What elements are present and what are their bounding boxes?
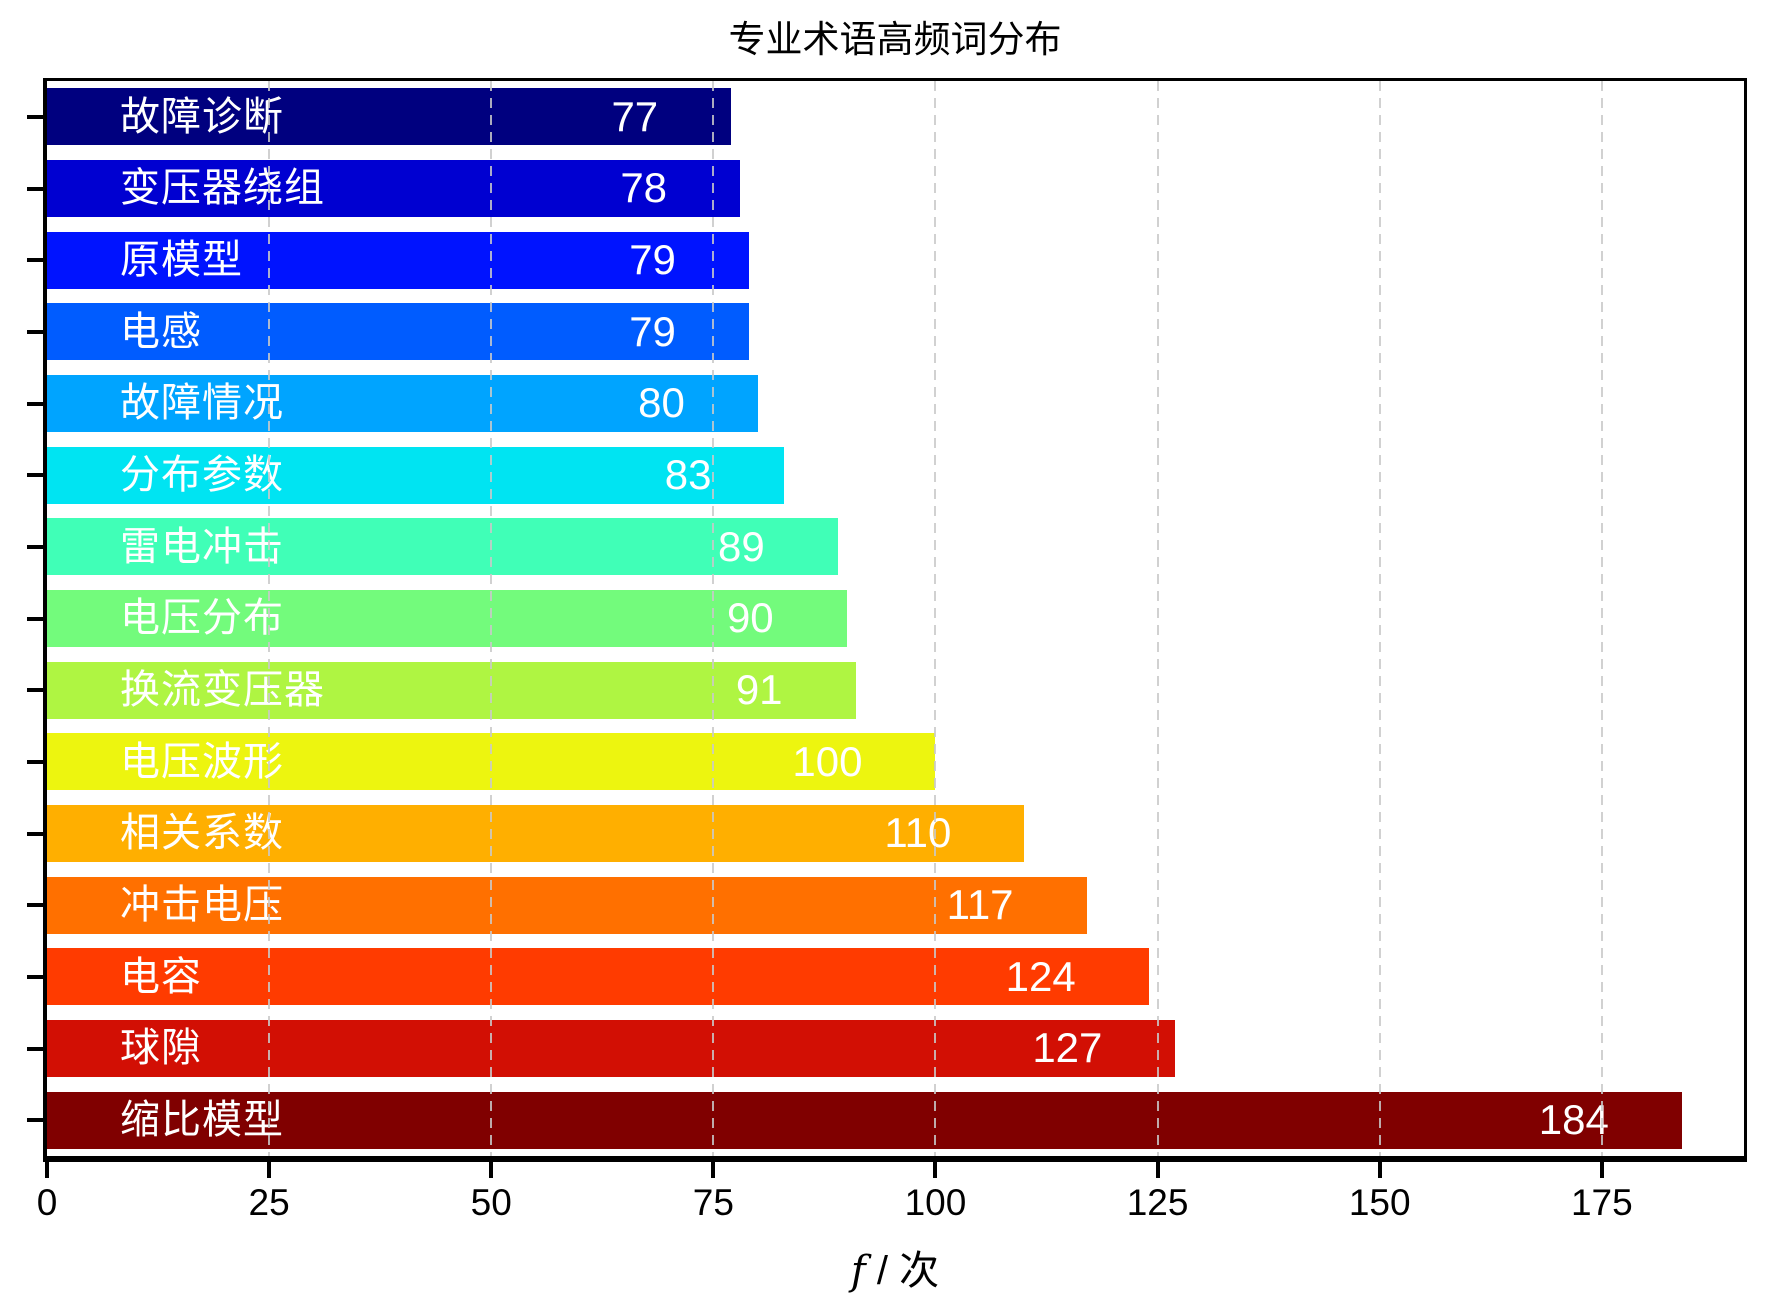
y-axis-tick (27, 688, 43, 693)
bar-value-label: 117 (946, 881, 1014, 929)
bar-category-label: 冲击电压 (119, 883, 284, 928)
y-axis-tick (27, 258, 43, 263)
y-axis-tick (27, 186, 43, 191)
y-axis-tick (27, 329, 43, 334)
bar-category-label: 变压器绕组 (119, 166, 325, 211)
bar-value-label: 110 (884, 809, 952, 857)
bar-category-label: 故障情况 (119, 381, 284, 426)
bar-value-label: 79 (629, 236, 676, 284)
bar-category-label: 相关系数 (119, 811, 284, 856)
gridline (934, 81, 937, 1156)
gridline (268, 81, 271, 1156)
x-axis-tick (489, 1162, 494, 1178)
bar: 电压分布 90 (47, 589, 847, 648)
y-axis-tick (27, 974, 43, 979)
bar-value-label: 90 (726, 594, 774, 642)
bar: 冲击电压 117 (47, 876, 1087, 934)
bar: 原模型 79 (47, 231, 749, 289)
x-axis-label-unit: 次 (899, 1249, 940, 1293)
bar: 雷电冲击 89 (47, 518, 838, 576)
y-axis-tick (27, 544, 43, 549)
gridline (490, 81, 493, 1156)
bar-category-label: 电感 (119, 309, 202, 354)
x-axis-tick-label: 50 (470, 1182, 512, 1223)
bar-value-label: 91 (735, 666, 783, 714)
bar-value-label: 77 (611, 92, 659, 140)
x-axis-tick-label: 100 (904, 1182, 967, 1223)
bar-value-label: 127 (1032, 1024, 1103, 1072)
y-axis-tick (27, 1046, 43, 1051)
x-axis-label-separator: / (865, 1249, 900, 1293)
bar-category-label: 分布参数 (119, 453, 284, 498)
y-axis-tick (27, 831, 43, 836)
bar-value-label: 79 (629, 307, 676, 355)
bar: 故障情况 80 (47, 374, 758, 433)
y-axis-tick (27, 1118, 43, 1123)
x-axis-label: f / 次 (45, 1238, 1745, 1296)
y-axis-tick (27, 473, 43, 478)
bar-value-label: 83 (664, 451, 712, 499)
bar: 缩比模型 184 (47, 1091, 1682, 1149)
bar-category-label: 电压波形 (119, 739, 284, 784)
bar: 电容 124 (47, 948, 1149, 1006)
y-axis-tick (27, 759, 43, 764)
x-axis-tick-label: 75 (692, 1182, 734, 1223)
bar-value-label: 80 (638, 379, 685, 427)
gridline (1378, 81, 1381, 1156)
x-axis-tick (1377, 1162, 1382, 1178)
gridline (1156, 81, 1159, 1156)
y-axis-tick (27, 903, 43, 908)
x-axis-tick (1155, 1162, 1160, 1178)
gridline (712, 81, 715, 1156)
x-axis-tick (711, 1162, 716, 1178)
bar-category-label: 缩比模型 (119, 1098, 284, 1143)
y-axis-tick (27, 401, 43, 406)
bar-category-label: 雷电冲击 (119, 524, 284, 569)
x-axis-tick-label: 25 (248, 1182, 290, 1223)
y-axis-tick (27, 616, 43, 621)
x-axis-tick (1599, 1162, 1604, 1178)
bar: 变压器绕组 78 (47, 159, 741, 218)
x-axis-tick-label: 125 (1126, 1182, 1189, 1223)
bar-value-label: 184 (1538, 1096, 1609, 1144)
bar-category-label: 故障诊断 (119, 94, 284, 139)
bar: 相关系数 110 (47, 804, 1025, 863)
bar-category-label: 换流变压器 (119, 668, 325, 713)
x-axis-tick (267, 1162, 272, 1178)
bar-value-label: 124 (1005, 952, 1076, 1000)
bar: 换流变压器 91 (47, 661, 856, 719)
x-axis-tick-labels: 0 25 50 75 100 125 150 175 (37, 1182, 1745, 1231)
x-axis-label-symbol: f (850, 1248, 866, 1294)
plot-area: 故障诊断 77 变压器绕组 78 原模型 79 电感 79 故障情况 80 分布参数 83 雷电冲击 89… (27, 78, 1747, 1178)
x-axis-tick (45, 1162, 49, 1178)
bar-value-label: 100 (792, 737, 863, 785)
bar: 球隙 127 (47, 1019, 1176, 1078)
x-axis-tick-label: 150 (1348, 1182, 1411, 1223)
bar-category-label: 原模型 (119, 238, 243, 283)
gridline (1600, 81, 1603, 1156)
bar-category-label: 球隙 (119, 1026, 202, 1071)
chart-title: 专业术语高频词分布 (728, 19, 1062, 60)
bar-value-label: 89 (718, 522, 765, 570)
bar-category-label: 电容 (119, 954, 202, 999)
bar: 故障诊断 77 (47, 88, 732, 146)
x-axis-tick-label: 175 (1570, 1182, 1633, 1223)
x-axis-tick-label: 0 (36, 1182, 58, 1223)
bar: 电感 79 (47, 303, 749, 361)
bar-category-label: 电压分布 (119, 596, 284, 641)
bar-value-label: 78 (620, 164, 668, 212)
y-axis-tick (27, 114, 43, 119)
bar: 分布参数 83 (47, 446, 785, 504)
x-axis-tick (933, 1162, 938, 1178)
